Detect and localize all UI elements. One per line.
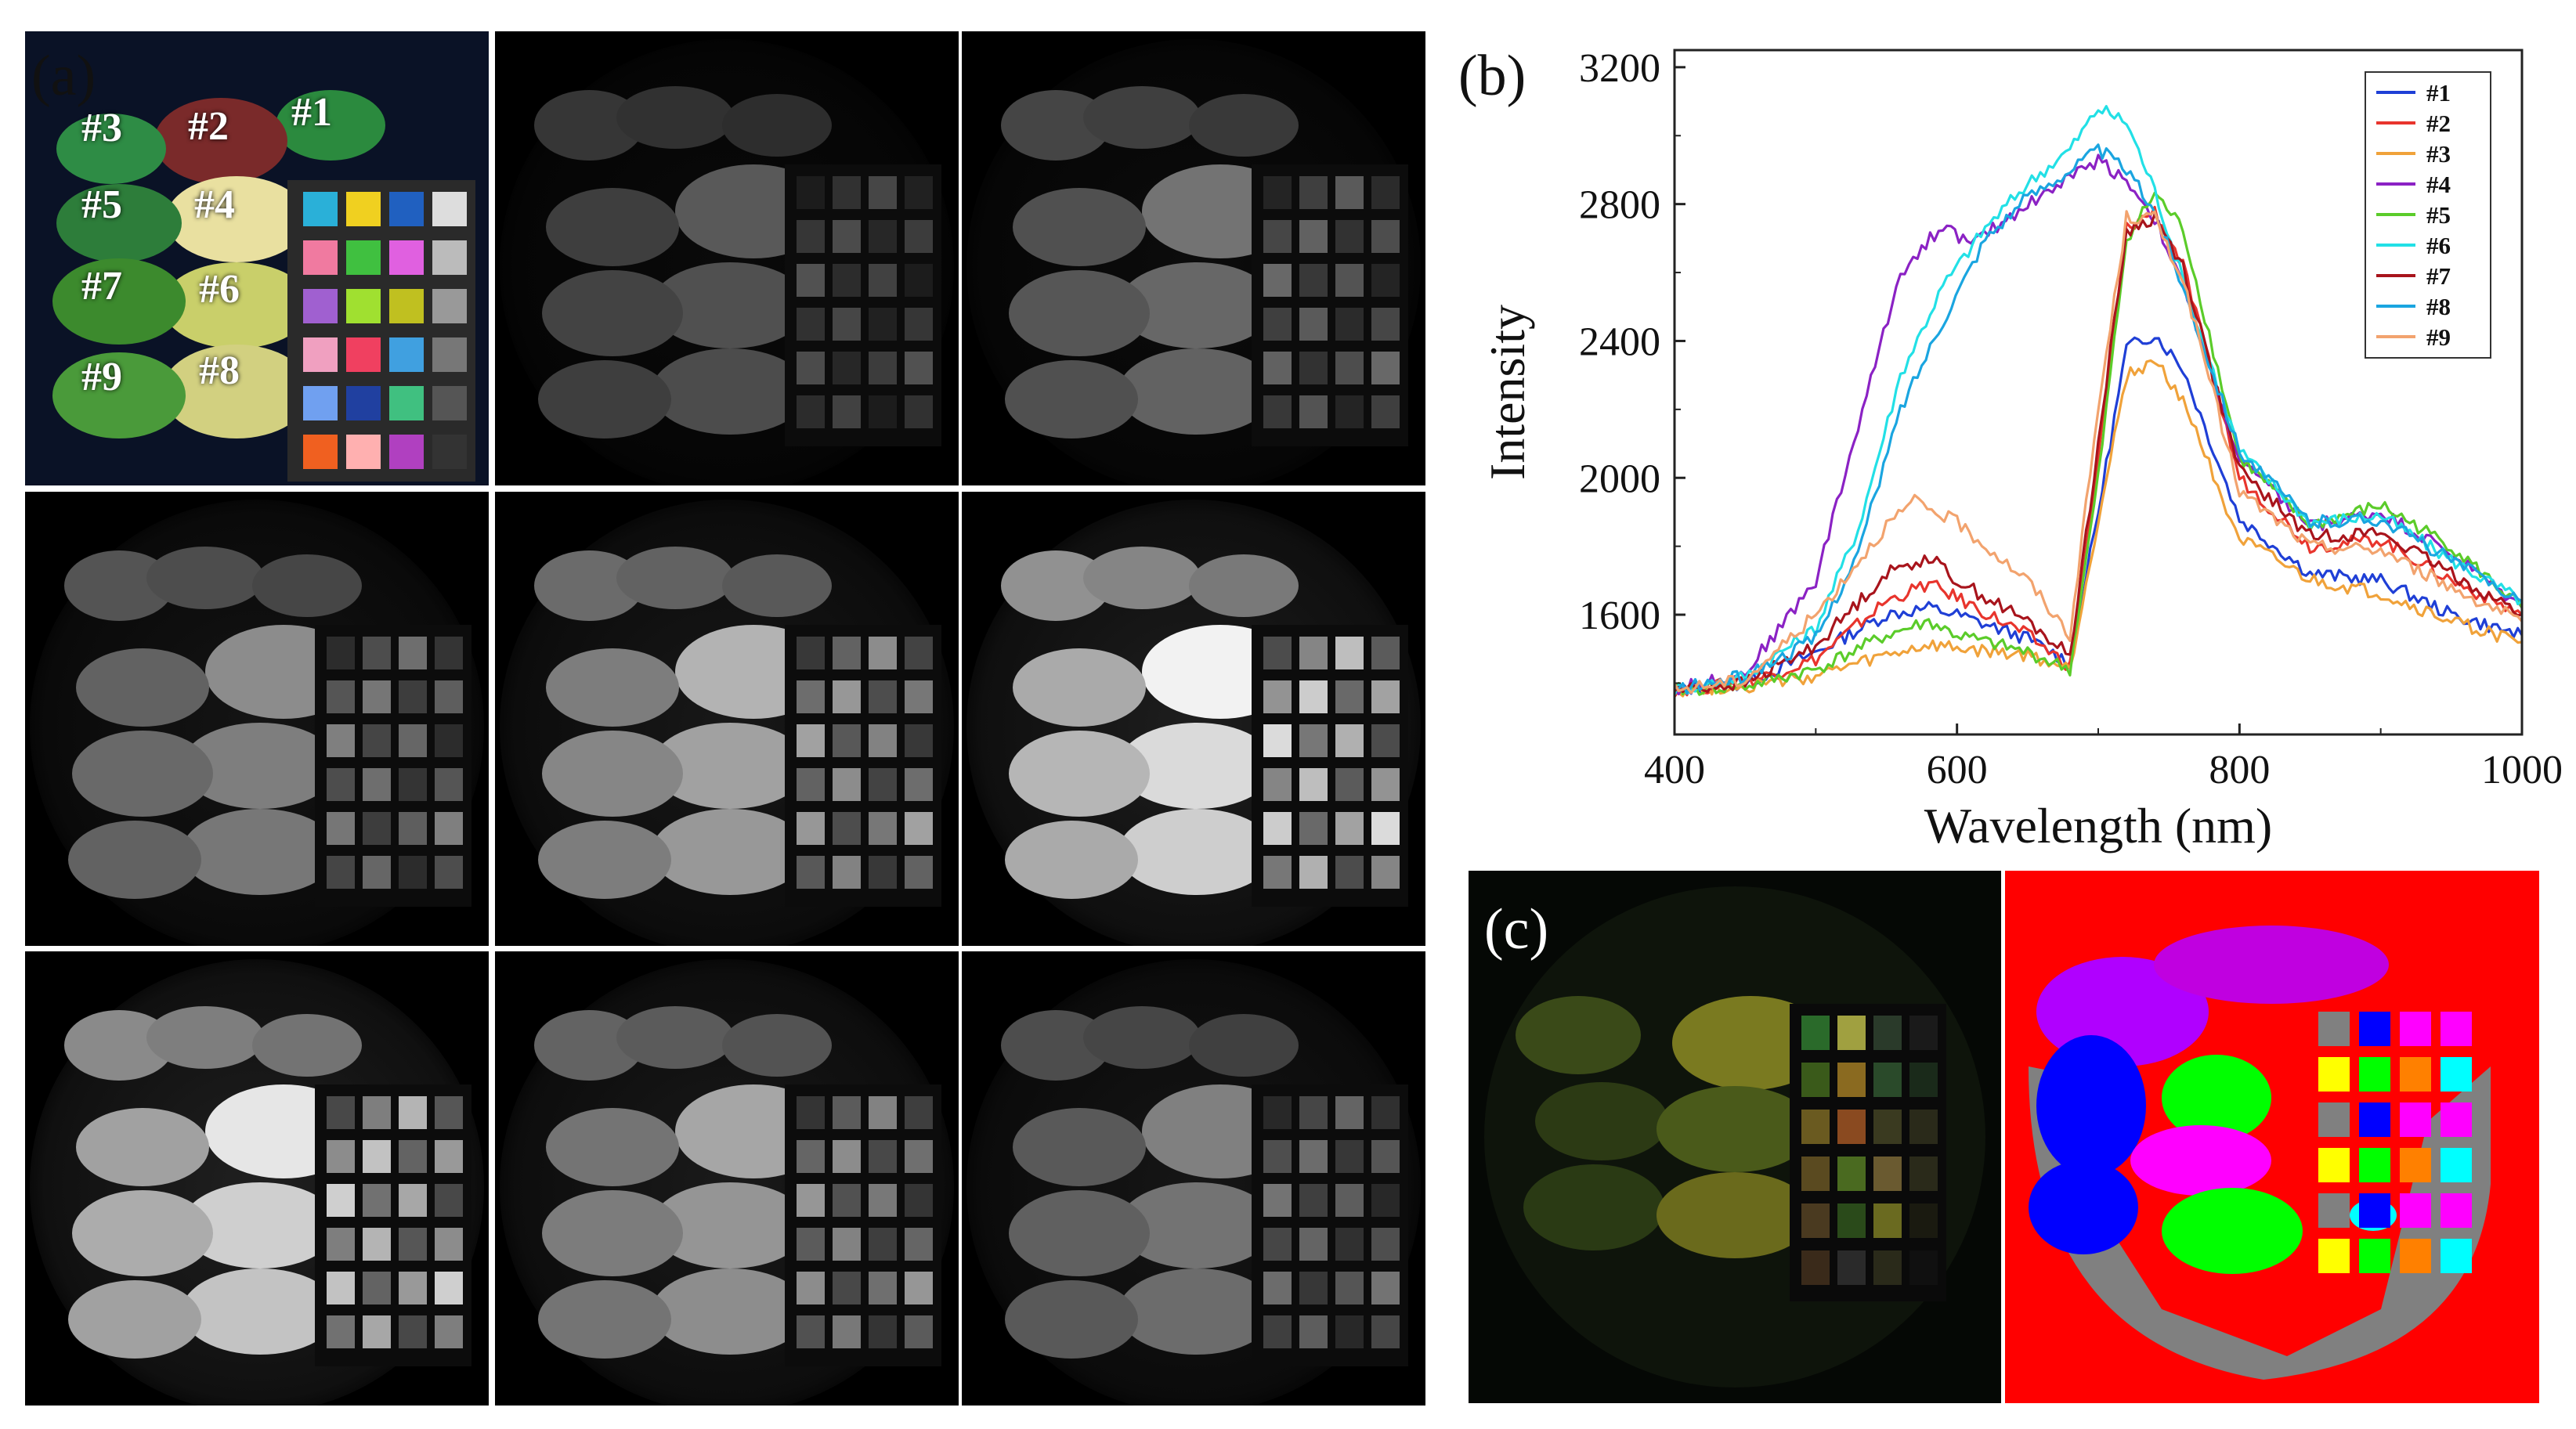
leaf-label-1: #1 xyxy=(291,90,332,135)
band-image-1 xyxy=(25,31,489,485)
band-image-6 xyxy=(962,492,1425,946)
legend-entry-7: #7 xyxy=(2426,262,2451,290)
band-image-5 xyxy=(495,492,959,946)
band-image-7 xyxy=(25,951,489,1406)
rgb-composite-image xyxy=(1469,871,2001,1403)
legend-entry-5: #5 xyxy=(2426,201,2451,229)
y-tick-label: 3200 xyxy=(1579,46,1660,91)
classification-map-image xyxy=(2005,871,2539,1403)
x-tick-label: 600 xyxy=(1927,748,1988,792)
leaf-label-5: #5 xyxy=(81,182,122,227)
classification-drawing xyxy=(2005,871,2539,1403)
series-line-4 xyxy=(1673,153,2524,696)
legend-entry-3: #3 xyxy=(2426,140,2451,168)
y-tick-label: 2000 xyxy=(1579,456,1660,501)
leaf-label-8: #8 xyxy=(199,348,240,393)
band-image-4 xyxy=(25,492,489,946)
band-image-drawing xyxy=(25,492,489,946)
band-image-drawing xyxy=(962,951,1425,1406)
band-image-3 xyxy=(962,31,1425,485)
y-tick-label: 2400 xyxy=(1579,319,1660,364)
series-line-3 xyxy=(1674,359,2523,698)
leaf-label-4: #4 xyxy=(194,182,235,227)
legend-entry-4: #4 xyxy=(2426,171,2451,198)
series-line-7 xyxy=(1673,213,2523,694)
panel-a-label: (a) xyxy=(31,44,96,108)
legend-entry-8: #8 xyxy=(2426,293,2451,320)
band-image-drawing xyxy=(25,31,489,485)
band-image-drawing xyxy=(495,492,959,946)
spectra-chart-svg: 400 600 800 1000 1600 2000 2400 2800 3200 Wavelen… xyxy=(1479,46,2563,853)
leaf-label-3: #3 xyxy=(81,106,122,150)
y-tick-label: 1600 xyxy=(1579,594,1660,638)
series-line-5 xyxy=(1674,191,2524,696)
x-tick-label: 400 xyxy=(1644,748,1705,792)
series-line-2 xyxy=(1673,205,2524,698)
band-image-2 xyxy=(495,31,959,485)
band-image-8 xyxy=(495,951,959,1406)
leaf-label-2: #2 xyxy=(188,104,229,149)
legend-entry-1: #1 xyxy=(2426,79,2451,106)
panel-c-label: (c) xyxy=(1484,897,1549,962)
y-tick-label: 2800 xyxy=(1579,183,1660,228)
x-tick-label: 1000 xyxy=(2481,748,2563,792)
band-image-drawing xyxy=(25,951,489,1406)
x-tick-label: 800 xyxy=(2209,748,2270,792)
band-image-drawing xyxy=(962,31,1425,485)
band-image-drawing xyxy=(962,492,1425,946)
band-image-drawing xyxy=(495,951,959,1406)
legend-entry-6: #6 xyxy=(2426,232,2451,259)
leaf-label-9: #9 xyxy=(81,355,122,399)
series-line-1 xyxy=(1674,336,2524,695)
rgb-composite-drawing xyxy=(1469,871,2001,1403)
series-line-9 xyxy=(1673,210,2524,695)
panel-b-label: (b) xyxy=(1458,44,1526,108)
leaf-label-7: #7 xyxy=(81,264,122,309)
spectra-chart: 400 600 800 1000 1600 2000 2400 2800 3200 Wavelen… xyxy=(1449,31,2569,877)
series-line-8 xyxy=(1674,143,2523,695)
leaf-label-6: #6 xyxy=(199,267,240,312)
x-axis-title: Wavelength (nm) xyxy=(1924,798,2272,853)
band-image-drawing xyxy=(495,31,959,485)
y-axis-title: Intensity xyxy=(1479,305,1535,480)
band-image-9 xyxy=(962,951,1425,1406)
legend-entry-2: #2 xyxy=(2426,110,2451,137)
legend-entry-9: #9 xyxy=(2426,323,2451,351)
